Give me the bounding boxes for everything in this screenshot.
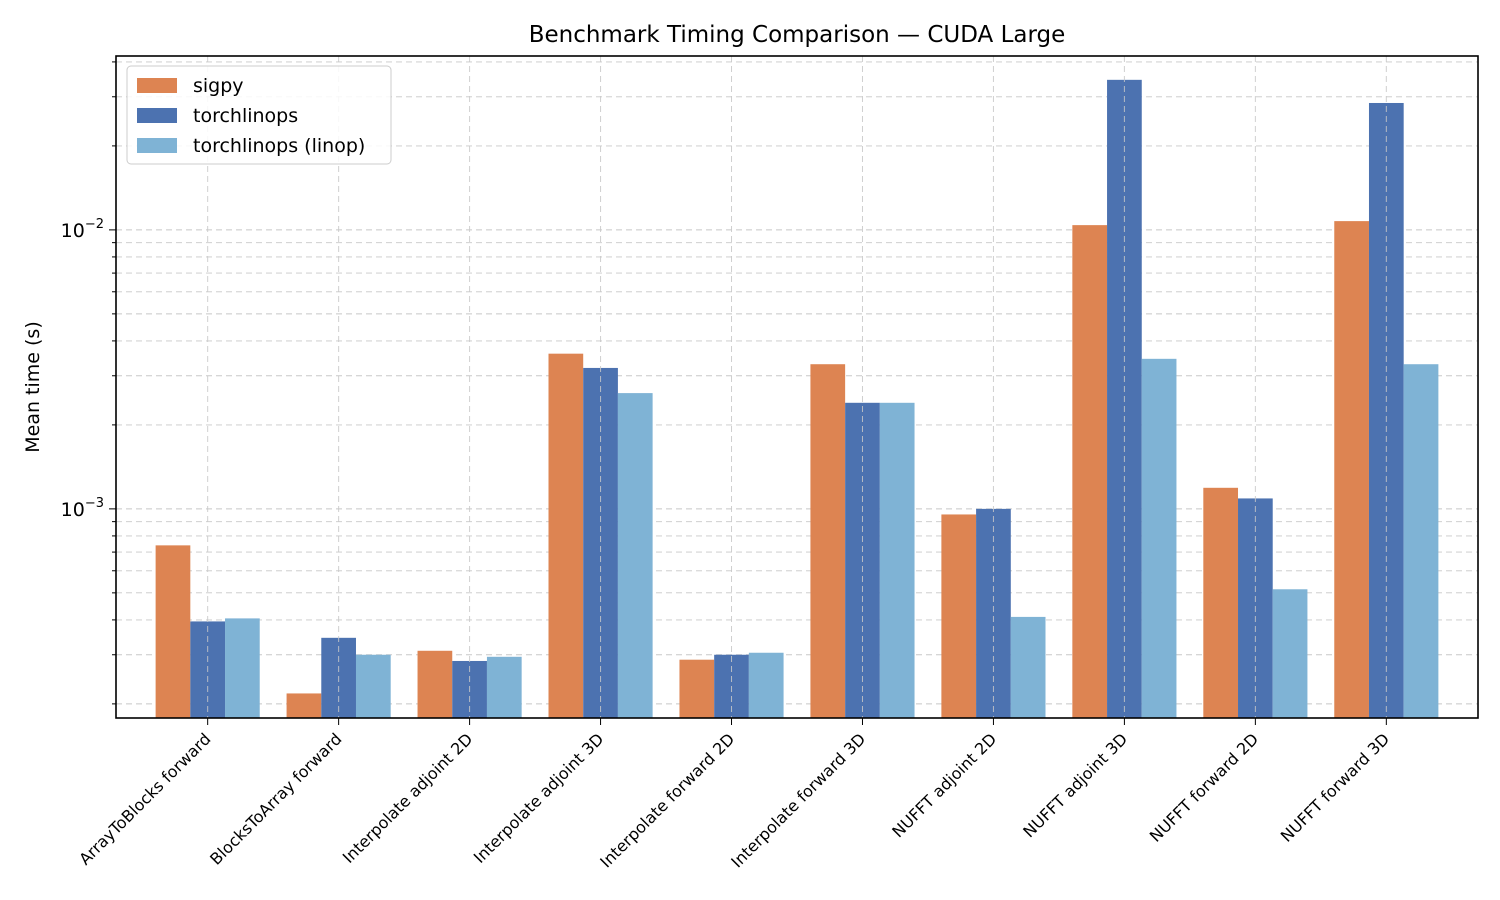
bar (941, 514, 977, 718)
bar (679, 659, 715, 718)
y-axis-label: Mean time (s) (22, 321, 44, 453)
bar (1010, 616, 1046, 718)
bar (1272, 589, 1308, 718)
legend-box (126, 65, 392, 165)
bar (1203, 487, 1239, 718)
legend-label: torchlinops (linop) (193, 135, 365, 157)
bar (810, 364, 846, 718)
chart-title: Benchmark Timing Comparison — CUDA Large (529, 22, 1066, 48)
bar (417, 650, 453, 718)
y-tick-label: 10−2 (61, 217, 104, 242)
bar (1141, 358, 1177, 718)
bar (879, 402, 915, 718)
legend-swatch (137, 138, 177, 153)
legend-swatch (137, 108, 177, 123)
plot-frame (115, 55, 1479, 719)
bar (486, 656, 522, 718)
bar (155, 545, 191, 718)
bar (225, 618, 260, 718)
legend-swatch (137, 78, 177, 93)
legend-label: torchlinops (193, 105, 298, 127)
bar (1334, 221, 1369, 718)
legend: sigpy torchlinops torchlinops (linop) (126, 65, 392, 165)
bar (617, 393, 653, 718)
bar (748, 652, 784, 718)
y-tick-label: 10−3 (61, 496, 104, 521)
bar (548, 353, 584, 718)
bar (1072, 225, 1108, 718)
bar (286, 693, 322, 718)
bar (355, 654, 391, 718)
bar (976, 508, 1011, 718)
bar (1403, 364, 1439, 718)
legend-label: sigpy (193, 75, 244, 97)
bars (155, 56, 1439, 718)
